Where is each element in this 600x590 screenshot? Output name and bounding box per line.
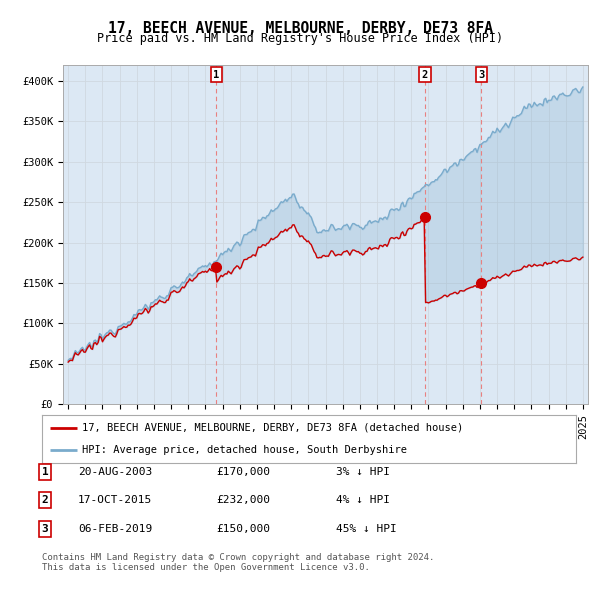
Text: 3: 3 <box>41 524 49 533</box>
Text: £150,000: £150,000 <box>216 524 270 533</box>
Text: 3: 3 <box>478 70 485 80</box>
Text: 1: 1 <box>41 467 49 477</box>
Text: 3% ↓ HPI: 3% ↓ HPI <box>336 467 390 477</box>
Text: This data is licensed under the Open Government Licence v3.0.: This data is licensed under the Open Gov… <box>42 563 370 572</box>
Text: 17, BEECH AVENUE, MELBOURNE, DERBY, DE73 8FA: 17, BEECH AVENUE, MELBOURNE, DERBY, DE73… <box>107 21 493 35</box>
Text: 2: 2 <box>422 70 428 80</box>
Text: 17-OCT-2015: 17-OCT-2015 <box>78 496 152 505</box>
Text: 4% ↓ HPI: 4% ↓ HPI <box>336 496 390 505</box>
Text: £170,000: £170,000 <box>216 467 270 477</box>
Text: 17, BEECH AVENUE, MELBOURNE, DERBY, DE73 8FA (detached house): 17, BEECH AVENUE, MELBOURNE, DERBY, DE73… <box>82 423 463 433</box>
Text: Contains HM Land Registry data © Crown copyright and database right 2024.: Contains HM Land Registry data © Crown c… <box>42 553 434 562</box>
Text: 20-AUG-2003: 20-AUG-2003 <box>78 467 152 477</box>
Text: HPI: Average price, detached house, South Derbyshire: HPI: Average price, detached house, Sout… <box>82 445 407 455</box>
Text: 06-FEB-2019: 06-FEB-2019 <box>78 524 152 533</box>
Text: 2: 2 <box>41 496 49 505</box>
Text: 1: 1 <box>213 70 220 80</box>
Text: Price paid vs. HM Land Registry's House Price Index (HPI): Price paid vs. HM Land Registry's House … <box>97 32 503 45</box>
Text: 45% ↓ HPI: 45% ↓ HPI <box>336 524 397 533</box>
Text: £232,000: £232,000 <box>216 496 270 505</box>
